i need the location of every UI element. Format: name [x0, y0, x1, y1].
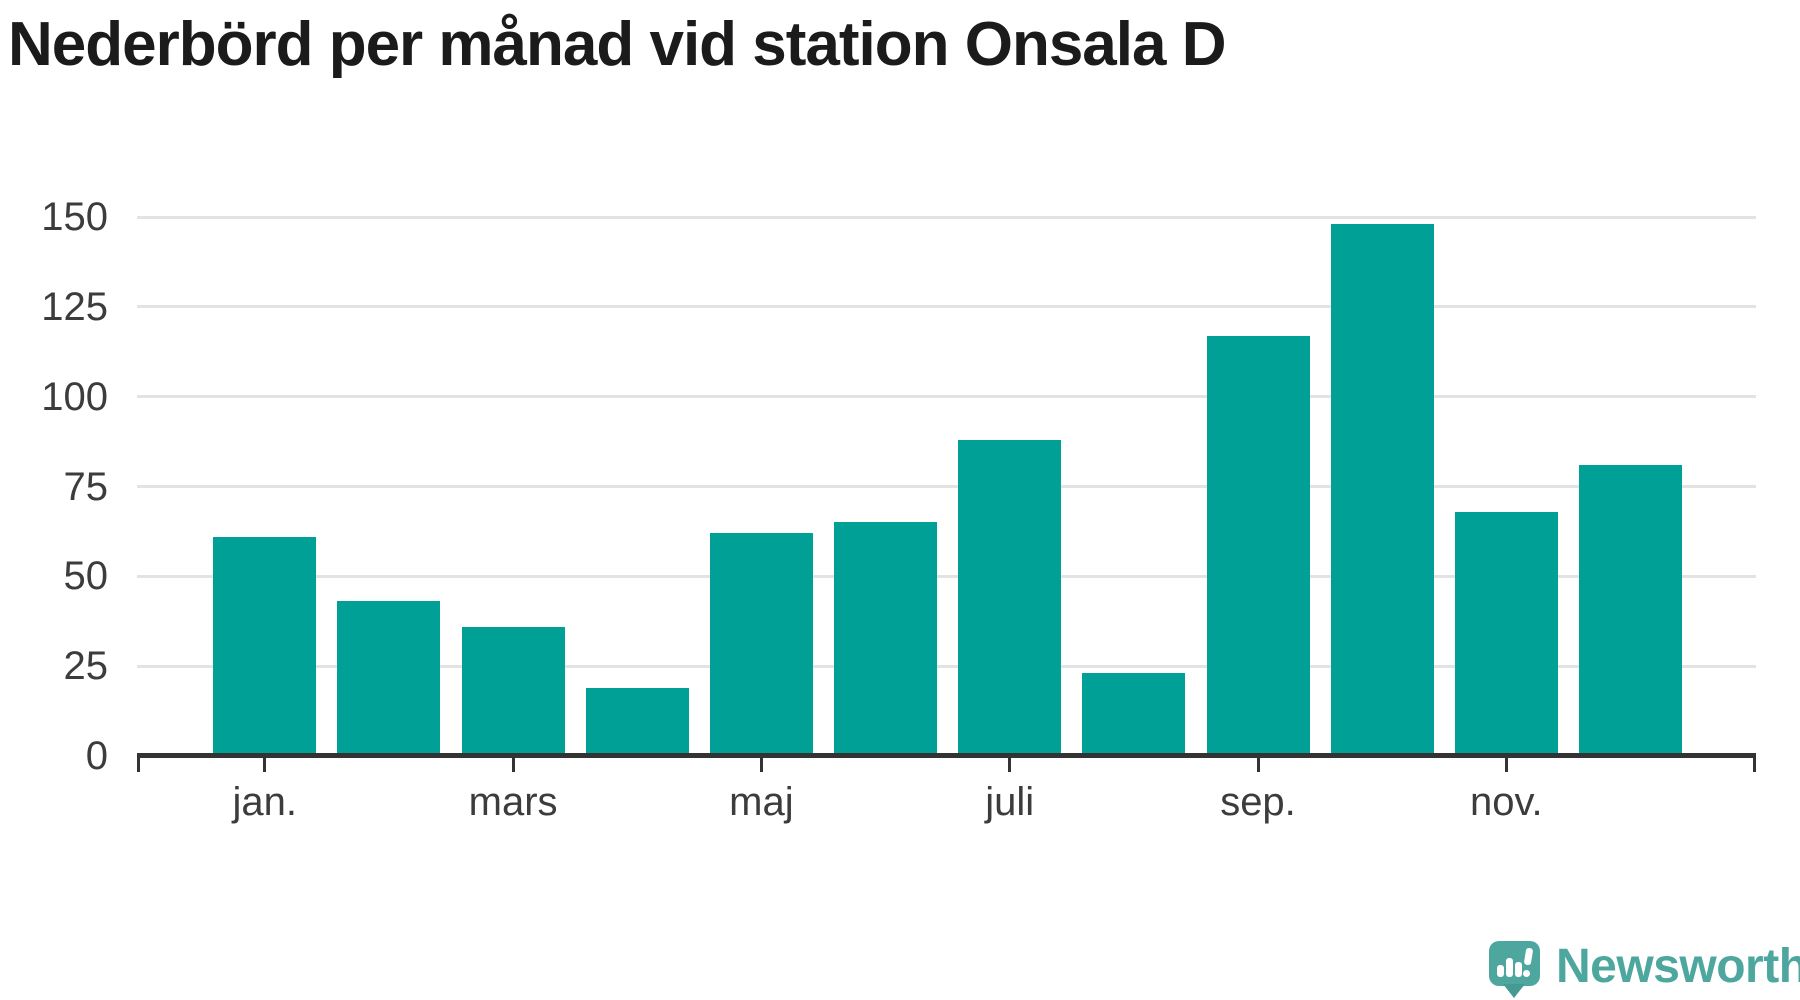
bar-okt.	[1330, 224, 1434, 756]
bar-nov.	[1454, 511, 1558, 756]
bar-apr.	[585, 687, 689, 756]
bar-dec.	[1578, 464, 1682, 756]
bar-maj	[709, 533, 813, 756]
logo-mini-bar-3	[1515, 962, 1522, 977]
x-axis-label-sep.: sep.	[1220, 780, 1296, 824]
chart-title: Nederbörd per månad vid station Onsala D	[8, 10, 1226, 79]
y-axis-label-25: 25	[63, 644, 109, 689]
x-axis-label-mars: mars	[468, 780, 558, 824]
x-axis-label-nov.: nov.	[1469, 780, 1543, 824]
y-axis-label-0: 0	[85, 734, 108, 778]
gridline-100	[137, 395, 1756, 399]
y-axis-label-75: 75	[63, 464, 109, 509]
bar-juni	[834, 522, 938, 756]
logo-exclamation-dot	[1523, 970, 1530, 977]
logo-mini-bar-1	[1497, 965, 1504, 977]
x-tick-sep.	[1256, 758, 1260, 772]
bar-juli	[958, 439, 1062, 756]
logo-exclamation-icon	[1523, 947, 1534, 966]
x-tick-jan.	[263, 758, 267, 772]
x-axis-end-tick-2	[1753, 756, 1756, 772]
x-axis-label-jan.: jan.	[232, 780, 298, 824]
x-tick-nov.	[1504, 758, 1508, 772]
x-axis-label-juli: juli	[985, 780, 1035, 824]
y-axis-label-150: 150	[41, 195, 108, 239]
y-axis-label-100: 100	[41, 374, 108, 419]
logo-mini-bar-2	[1506, 958, 1513, 977]
y-axis-label-50: 50	[63, 554, 109, 599]
gridline-75	[137, 485, 1756, 488]
bar-sep.	[1206, 335, 1310, 756]
bar-aug.	[1082, 673, 1186, 756]
newsworthy-logo-icon	[1489, 941, 1540, 986]
x-tick-juli	[1008, 758, 1012, 772]
x-axis-line	[137, 753, 1756, 758]
gridline-50	[137, 574, 1756, 578]
bar-feb.	[337, 601, 441, 756]
x-axis-end-tick-1	[137, 756, 140, 772]
bar-mars	[461, 626, 565, 756]
newsworthy-logo[interactable]: Newsworthy	[1489, 940, 1800, 1000]
gridline-150	[137, 215, 1756, 219]
y-axis-label-125: 125	[41, 284, 108, 329]
newsworthy-logo-text: Newsworthy	[1556, 940, 1800, 993]
logo-speech-tail	[1503, 984, 1525, 998]
x-axis-label-maj: maj	[729, 780, 794, 824]
gridline-125	[137, 305, 1756, 309]
gridline-25	[137, 664, 1756, 668]
x-tick-maj	[759, 758, 763, 772]
x-tick-mars	[511, 758, 515, 772]
bar-jan.	[213, 536, 317, 756]
